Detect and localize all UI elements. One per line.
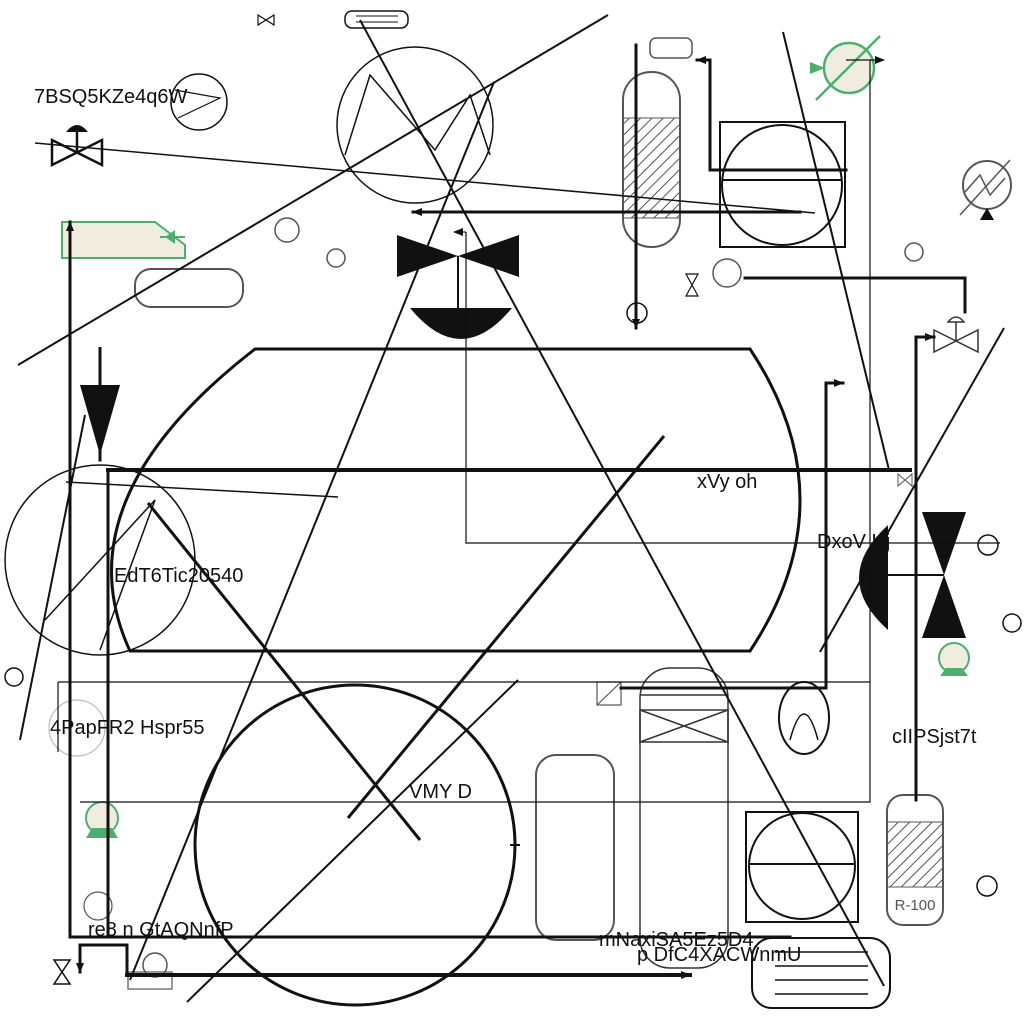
pump-icon (938, 642, 970, 676)
reactor-tag: R-100 (895, 897, 936, 914)
label-mnaxi: mNaxiSA5Ez5D4 (599, 929, 754, 951)
diagonal-lines (17, 14, 1005, 1003)
compressor-icon (170, 73, 228, 131)
heat-exchanger-icon (649, 37, 693, 59)
furnace-icon (4, 464, 196, 656)
storage-tank (193, 683, 517, 1007)
label-7bsq: 7BSQ5KZe4q6W (34, 86, 188, 108)
packed-column-icon (622, 71, 681, 248)
gate-valve-icon (257, 13, 275, 27)
pump-icon (326, 248, 346, 268)
control-valve-icon (397, 235, 519, 339)
vertical-vessel-icon (535, 754, 615, 941)
instrument-icon (596, 681, 622, 706)
pump-icon (274, 217, 300, 243)
label-vmy: VMY D (409, 781, 472, 803)
flow-arrow-icon (80, 385, 120, 455)
pump-icon (977, 534, 999, 556)
instrument-icon (48, 699, 106, 757)
heat-exchanger-icon (344, 10, 409, 29)
pump-icon (712, 258, 742, 288)
heat-exchanger-icon (959, 159, 1012, 220)
heat-exchanger-icon (719, 121, 846, 248)
instrument-icon (83, 891, 113, 921)
pump-icon (1002, 613, 1022, 633)
horizontal-drum-icon (134, 268, 244, 308)
label-re8: re8 n GtAQNnfP (88, 919, 234, 941)
label-ciips: cIIPSjst7t (892, 726, 977, 748)
label-edt6: EdT6Tic20540 (114, 565, 243, 587)
gate-valve-icon (684, 273, 700, 297)
pump-icon (4, 667, 24, 687)
label-4papfr2: 4PapFR2 Hspr55 (50, 717, 205, 739)
pump-icon (976, 875, 998, 897)
column-icon (639, 667, 729, 969)
label-dxov: DxoV Hj (817, 531, 890, 553)
horizontal-vessel (110, 347, 802, 653)
tank-truck-icon (61, 221, 186, 259)
heat-exchanger-icon (745, 811, 859, 923)
heat-exchanger-icon (751, 937, 891, 1009)
reactor-icon: R-100 (886, 794, 944, 926)
pump-icon (85, 801, 119, 838)
compressor-icon (778, 681, 830, 755)
gate-valve-icon (50, 125, 104, 168)
gate-valve-icon (52, 959, 72, 985)
label-xvy: xVy oh (697, 471, 757, 493)
label-pdfc4: p DfC4XACWnmU (637, 944, 801, 966)
mixer-vessel-icon (336, 46, 494, 204)
process-lines (66, 43, 967, 979)
signal-lines (57, 56, 1000, 803)
gate-valve-icon (897, 472, 913, 488)
gate-valve-icon (933, 316, 979, 354)
pump-icon (904, 242, 924, 262)
heat-exchanger-icon (810, 35, 881, 101)
